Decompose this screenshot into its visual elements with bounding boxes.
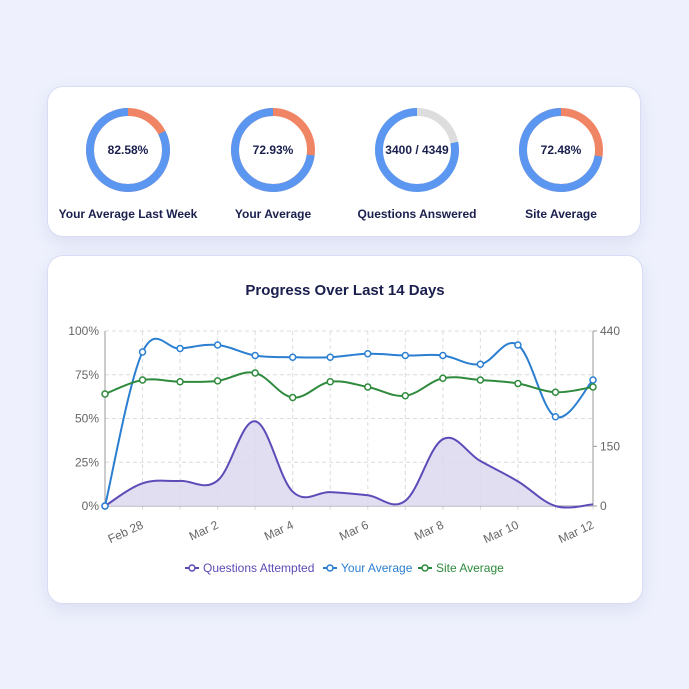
point-your-average: [251, 351, 259, 360]
point-your-average: [176, 344, 184, 353]
series-line-questions-attempted: [104, 420, 594, 509]
point-your-average: [514, 341, 522, 349]
point-site-average: [401, 392, 410, 400]
stat-label: Site Average: [525, 207, 597, 221]
point-site-average: [176, 378, 184, 386]
y-left-tick-label: 75%: [75, 368, 99, 382]
x-tick-label: Feb 28: [106, 518, 146, 547]
point-your-average: [213, 341, 222, 349]
y-left-tick-label: 100%: [68, 324, 99, 338]
stat-value: 3400 / 4349: [385, 143, 449, 157]
point-your-average: [326, 353, 334, 361]
donut-ring: 72.48%: [519, 108, 603, 192]
stats-card: 82.58% Your Average Last Week 72.93% You…: [47, 86, 641, 237]
point-site-average: [476, 376, 485, 384]
y-left-tick-label: 25%: [75, 455, 99, 469]
point-site-average: [251, 369, 259, 377]
stat-your-average-last-week: 82.58% Your Average Last Week: [58, 105, 198, 221]
series-area-questions-attempted: [105, 421, 593, 508]
y-right-tick-label: 150: [600, 439, 620, 453]
stat-value: 82.58%: [108, 143, 149, 157]
point-your-average: [589, 376, 597, 384]
y-left-tick-label: 50%: [75, 412, 99, 426]
point-site-average: [138, 376, 147, 384]
x-tick-label: Mar 2: [187, 518, 221, 544]
x-tick-label: Mar 8: [412, 518, 446, 544]
legend-label-site-average: Site Average: [436, 561, 504, 575]
point-site-average: [213, 377, 222, 385]
point-site-average: [589, 383, 597, 391]
point-site-average: [514, 379, 522, 388]
legend-marker-site-average: [421, 564, 429, 572]
point-your-average: [476, 360, 485, 368]
stat-questions-answered: 3400 / 4349 Questions Answered: [347, 105, 487, 221]
chart-card: Progress Over Last 14 Days 0% 25% 50% 75% 10…: [47, 255, 643, 604]
point-site-average: [101, 390, 109, 398]
x-tick-label: Mar 12: [556, 518, 596, 547]
point-your-average: [551, 413, 560, 421]
point-site-average: [364, 383, 372, 391]
point-your-average: [101, 502, 109, 510]
donut-ring: 72.93%: [231, 108, 315, 192]
x-tick-label: Mar 6: [337, 518, 371, 544]
legend-marker-questions-attempted: [188, 564, 196, 572]
legend-label-your-average: Your Average: [341, 561, 413, 575]
stat-label: Questions Answered: [357, 207, 477, 221]
x-tick-label: Mar 4: [262, 518, 296, 544]
y-right-tick-label: 0: [600, 499, 607, 513]
legend-marker-your-average: [326, 564, 334, 572]
donut-ring: 82.58%: [86, 108, 170, 192]
y-left-tick-label: 0%: [82, 499, 100, 513]
point-site-average: [439, 374, 447, 382]
stat-value: 72.93%: [253, 143, 294, 157]
point-site-average: [288, 393, 297, 402]
point-your-average: [288, 353, 297, 361]
point-your-average: [401, 351, 410, 360]
point-site-average: [326, 378, 334, 386]
donut-ring: 3400 / 4349: [375, 108, 459, 192]
stat-value: 72.48%: [541, 143, 582, 157]
stat-label: Your Average: [234, 207, 312, 221]
y-right-tick-label: 440: [600, 324, 620, 338]
legend-label-questions-attempted: Questions Attempted: [203, 561, 314, 575]
point-your-average: [439, 351, 447, 360]
x-tick-label: Mar 10: [481, 518, 521, 547]
point-site-average: [551, 388, 560, 396]
stat-label: Your Average Last Week: [58, 207, 198, 221]
progress-chart: 0% 25% 50% 75% 100% 0 150 440 Feb 28 Mar 2 Mar 4 Ma…: [68, 324, 620, 575]
stat-site-average: 72.48% Site Average: [491, 105, 631, 221]
chart-title: Progress Over Last 14 Days: [245, 282, 445, 299]
point-your-average: [138, 348, 147, 356]
stat-your-average: 72.93% Your Average: [203, 105, 343, 221]
point-your-average: [364, 350, 372, 358]
